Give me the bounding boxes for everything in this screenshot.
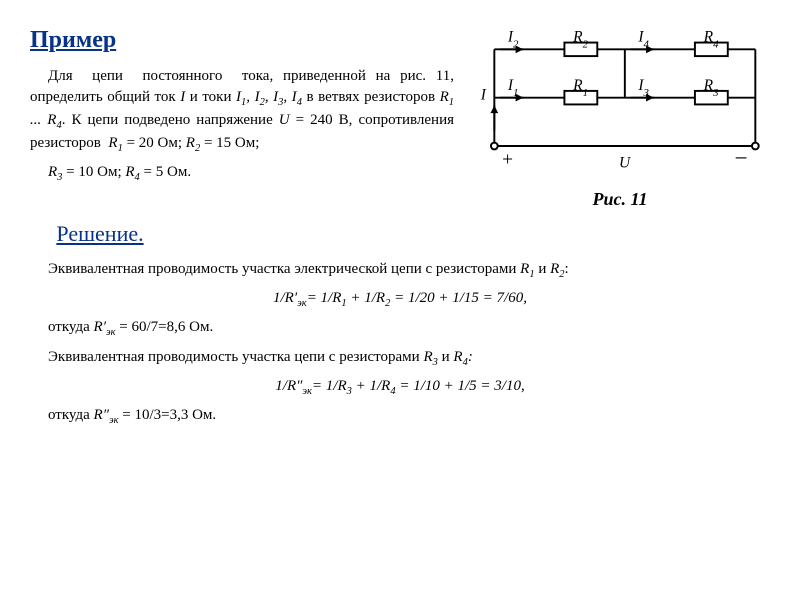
svg-text:I: I xyxy=(480,87,487,104)
solution-line-4: откуда R″эк = 10/3=3,3 Ом. xyxy=(30,405,770,428)
solution-eq-2: 1/R″эк= 1/R3 + 1/R4 = 1/10 + 1/5 = 3/10, xyxy=(30,376,770,399)
title: Пример xyxy=(30,24,454,56)
solution-line-2: откуда R′эк = 60/7=8,6 Ом. xyxy=(30,317,770,340)
svg-text:I2: I2 xyxy=(507,29,519,51)
figure-caption: Рис. 11 xyxy=(470,187,770,211)
svg-text:I3: I3 xyxy=(637,77,649,99)
circuit-figure: I2I4I1I3IR2R4R1R3+−U Рис. 11 xyxy=(470,20,770,211)
problem-text-2: R3 = 10 Ом; R4 = 5 Ом. xyxy=(30,162,454,185)
solution-line-1: Эквивалентная проводимость участка элект… xyxy=(30,259,770,282)
svg-text:−: − xyxy=(735,145,748,171)
svg-text:+: + xyxy=(502,149,513,170)
svg-text:I4: I4 xyxy=(637,29,649,51)
svg-text:U: U xyxy=(619,154,631,171)
solution-line-3: Эквивалентная проводимость участка цепи … xyxy=(30,347,770,370)
svg-text:I1: I1 xyxy=(507,77,519,99)
problem-text-1: Для цепи постоянного тока, приведенной н… xyxy=(30,66,454,156)
solution-title: Решение. xyxy=(30,219,770,249)
solution-eq-1: 1/R′эк= 1/R1 + 1/R2 = 1/20 + 1/15 = 7/60… xyxy=(30,288,770,311)
